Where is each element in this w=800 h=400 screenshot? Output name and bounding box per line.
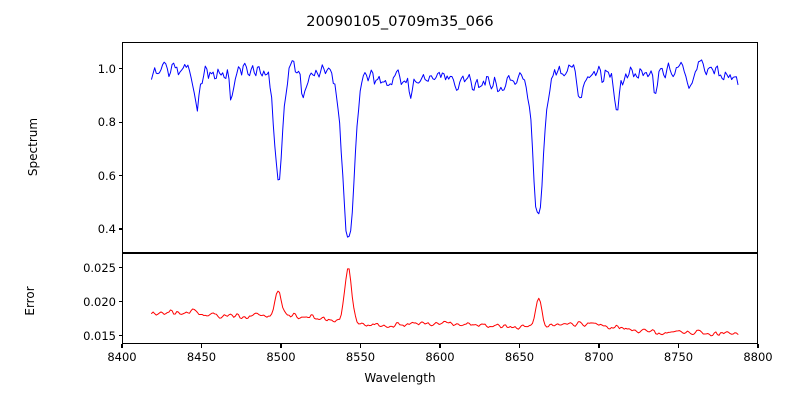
spectrum-line-plot — [123, 43, 757, 252]
spectrum-axes — [122, 42, 758, 253]
wavelength-xtick-label: 8450 — [186, 350, 217, 364]
spectrum-ytick-mark — [118, 228, 122, 230]
wavelength-xtick-label: 8400 — [107, 350, 137, 364]
wavelength-xtick-mark — [677, 344, 680, 348]
wavelength-xtick-label: 8800 — [743, 350, 773, 364]
error-ytick-mark — [118, 267, 122, 269]
wavelength-xtick-label: 8700 — [584, 350, 614, 364]
wavelength-xtick-mark — [439, 344, 441, 348]
wavelength-xtick-mark — [757, 344, 759, 348]
wavelength-xtick-mark — [121, 344, 123, 348]
wavelength-xtick-mark — [280, 344, 282, 348]
wavelength-xtick-label: 8550 — [345, 350, 376, 364]
wavelength-x-axis-label: Wavelength — [364, 371, 436, 385]
spectrum-y-axis-label: Spectrum — [26, 117, 40, 177]
spectrum-ytick-mark — [118, 68, 122, 70]
error-axes — [122, 253, 758, 344]
wavelength-xtick-label: 8650 — [504, 350, 535, 364]
error-ytick-label: 0.020 — [83, 294, 116, 309]
spectrum-ytick-label: 0.8 — [97, 115, 116, 130]
wavelength-xtick-mark — [200, 344, 203, 348]
error-ytick-label: 0.015 — [83, 328, 116, 343]
wavelength-xtick-mark — [359, 344, 362, 348]
error-ytick-mark — [118, 335, 122, 337]
spectrum-ytick-mark — [118, 174, 122, 177]
spectrum-ytick-label: 1.0 — [97, 61, 116, 76]
error-ytick-label: 0.025 — [83, 260, 116, 275]
error-ytick-mark — [118, 301, 122, 303]
error-y-axis-label: Error — [23, 286, 37, 316]
wavelength-xtick-mark — [598, 344, 600, 348]
wavelength-xtick-label: 8500 — [266, 350, 296, 364]
wavelength-xtick-label: 8600 — [425, 350, 455, 364]
spectrum-ytick-mark — [118, 121, 122, 123]
wavelength-xtick-mark — [518, 344, 521, 348]
figure-title: 20090105_0709m35_066 — [306, 14, 494, 30]
spectrum-ytick-label: 0.4 — [97, 221, 116, 236]
wavelength-xtick-label: 8750 — [663, 350, 694, 364]
error-line-plot — [123, 254, 757, 343]
spectrum-ytick-label: 0.6 — [97, 168, 116, 183]
